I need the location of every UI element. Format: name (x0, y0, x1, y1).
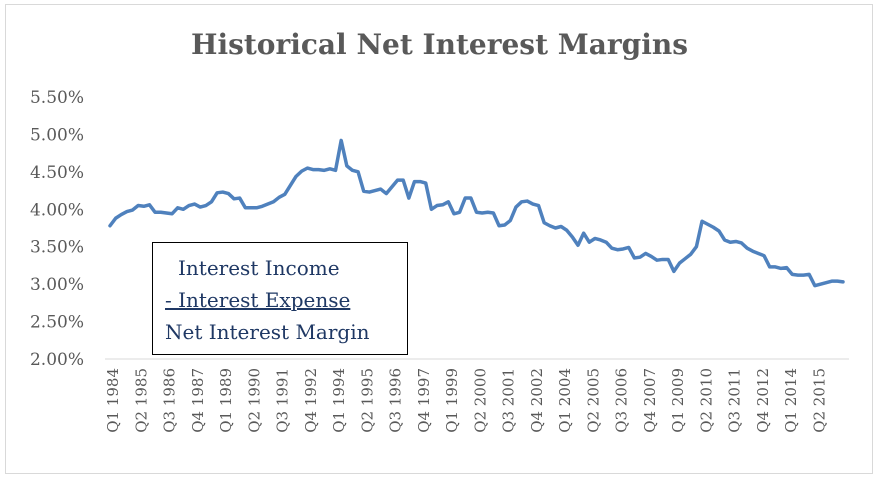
x-tick-label: Q1 1994 (330, 368, 348, 433)
x-tick-label: Q1 2004 (556, 368, 574, 433)
x-tick-label: Q1 2014 (782, 368, 800, 433)
x-tick-label: Q1 1984 (104, 368, 122, 433)
y-tick-label: 4.50% (30, 163, 84, 183)
y-axis-ticks: 2.00% 2.50% 3.00% 3.50% 4.00% 4.50% 5.00% 5.50% (30, 88, 84, 370)
y-tick-label: 3.50% (30, 238, 84, 258)
x-tick-label: Q2 2015 (810, 368, 828, 433)
x-tick-label: Q4 2007 (641, 368, 659, 433)
x-tick-label: Q3 1996 (387, 368, 405, 433)
x-tick-label: Q2 2000 (471, 368, 489, 433)
x-tick-label: Q2 1985 (132, 368, 150, 433)
formula-text-box: Interest Income - Interest Expense Net I… (152, 242, 408, 355)
x-tick-label: Q2 2005 (584, 368, 602, 433)
textbox-line-net-interest-margin: Net Interest Margin (165, 320, 370, 344)
x-tick-label: Q1 1989 (217, 368, 235, 433)
y-tick-label: 3.00% (30, 275, 84, 295)
x-tick-label: Q3 1991 (274, 368, 292, 433)
y-tick-label: 5.00% (30, 125, 84, 145)
chart-frame (5, 4, 873, 474)
x-axis-ticks: Q1 1984 Q2 1985 Q3 1986 Q4 1987 Q1 1989 Q2 19… (104, 368, 828, 433)
y-tick-label: 4.00% (30, 200, 84, 220)
textbox-line-interest-expense: - Interest Expense (165, 288, 351, 312)
y-tick-label: 2.00% (30, 350, 84, 370)
chart-title: Historical Net Interest Margins (191, 28, 688, 61)
x-tick-label: Q4 1987 (189, 368, 207, 433)
x-tick-label: Q3 2001 (500, 368, 518, 433)
x-tick-label: Q1 2009 (669, 368, 687, 433)
x-tick-label: Q4 1992 (302, 368, 320, 433)
x-tick-label: Q3 2011 (726, 368, 744, 433)
x-tick-label: Q4 2012 (754, 368, 772, 433)
x-tick-label: Q4 1997 (415, 368, 433, 433)
y-tick-label: 2.50% (30, 313, 84, 333)
x-tick-label: Q2 2010 (697, 368, 715, 433)
textbox-line-interest-income: Interest Income (178, 256, 340, 280)
series-line-net-interest-margin (108, 138, 845, 288)
x-tick-label: Q2 1990 (245, 368, 263, 433)
y-tick-label: 5.50% (30, 88, 84, 108)
x-tick-label: Q2 1995 (358, 368, 376, 433)
x-tick-label: Q1 1999 (443, 368, 461, 433)
x-tick-label: Q3 2006 (613, 368, 631, 433)
x-tick-label: Q3 1986 (161, 368, 179, 433)
x-tick-label: Q4 2002 (528, 368, 546, 433)
